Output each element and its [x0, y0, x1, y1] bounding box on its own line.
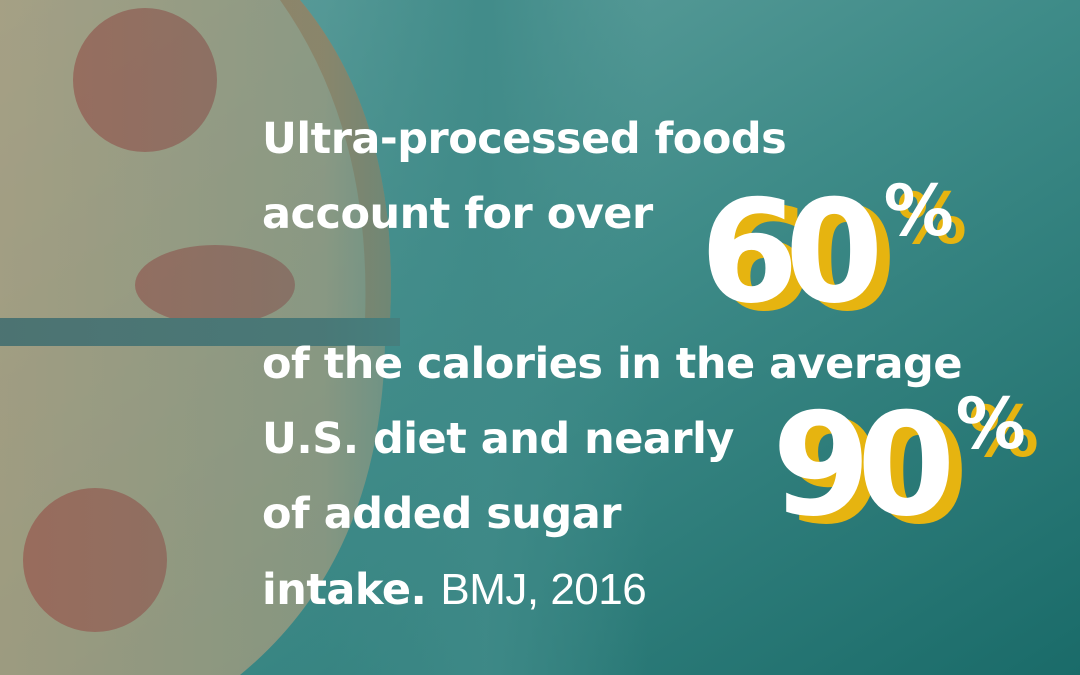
headline-line-text: intake.: [262, 565, 427, 615]
stat: 60%: [700, 176, 954, 324]
stat-number: 90: [772, 383, 956, 548]
stat: 90%: [772, 389, 1026, 537]
stat-number: 60: [700, 170, 884, 335]
headline-line: Ultra-processed foods: [262, 114, 787, 164]
stat-unit: %: [955, 383, 1026, 465]
citation: BMJ, 2016: [440, 565, 647, 614]
stat-unit: %: [883, 170, 954, 252]
headline-line: of added sugar: [262, 489, 621, 539]
headline-line: intake. BMJ, 2016: [262, 565, 647, 615]
headline-line: U.S. diet and nearly: [262, 414, 734, 464]
headline-line: of the calories in the average: [262, 339, 962, 389]
headline-line: account for over: [262, 189, 653, 239]
